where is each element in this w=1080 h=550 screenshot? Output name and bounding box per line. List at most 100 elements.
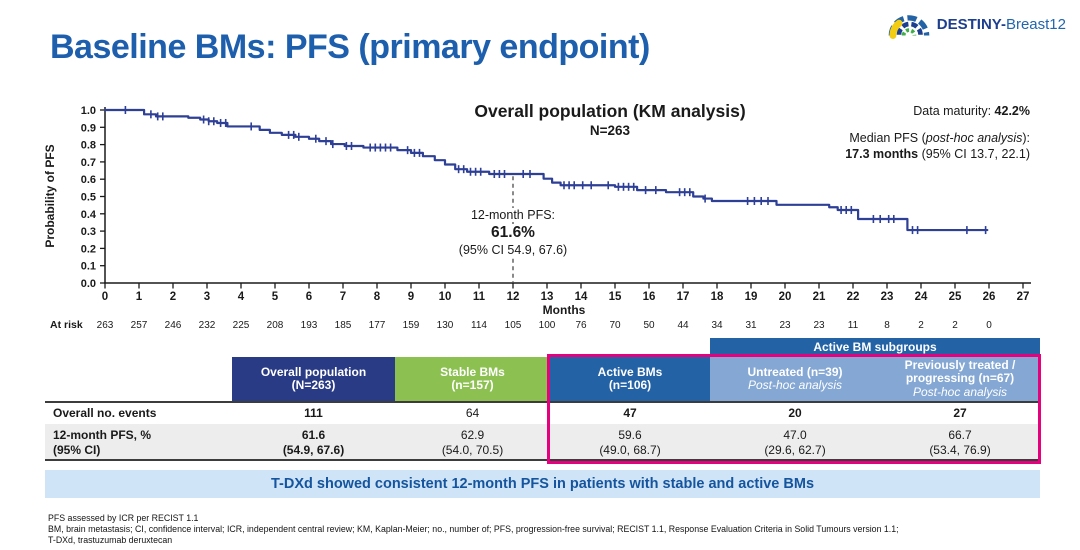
pfs-overall: 61.6 (54.9, 67.6) [232, 424, 395, 461]
footnotes: PFS assessed by ICR per RECIST 1.1 BM, b… [48, 513, 899, 546]
annotation-label: 12-month PFS: [468, 208, 558, 222]
svg-text:10: 10 [439, 291, 452, 303]
svg-text:21: 21 [813, 291, 826, 303]
svg-text:22: 22 [847, 291, 860, 303]
svg-text:208: 208 [267, 320, 284, 331]
svg-text:23: 23 [813, 320, 825, 331]
svg-text:Months: Months [543, 303, 586, 317]
annotation-ci: (95% CI 54.9, 67.6) [456, 243, 570, 257]
svg-text:263: 263 [97, 320, 114, 331]
x-axis: 0 1 2 3 4 5 6 7 8 9 10 11 12 13 14 15 16 17 18 19 20 21 22 23 24… [102, 283, 1030, 317]
km-plot-svg: 0.0 0.1 0.2 0.3 0.4 0.5 0.6 0.7 0.8 0.9 1.0 Probabi… [43, 105, 1031, 331]
col-header-overall: Overall population (N=263) [232, 357, 395, 401]
median-pfs-label: Median PFS (post-hoc analysis): [849, 131, 1030, 145]
svg-text:25: 25 [949, 291, 962, 303]
svg-text:20: 20 [779, 291, 792, 303]
events-active: 47 [550, 401, 710, 424]
svg-text:2: 2 [918, 320, 924, 331]
at-risk-row: At risk 263 257 246 232 225 208 193 185 177 159 130… [50, 319, 992, 331]
svg-text:159: 159 [403, 320, 420, 331]
results-table: Active BM subgroups Overall population (N… [45, 338, 1040, 461]
svg-text:0.1: 0.1 [81, 261, 96, 273]
svg-text:0.2: 0.2 [81, 243, 96, 255]
svg-text:0.6: 0.6 [81, 174, 96, 186]
svg-text:0.3: 0.3 [81, 226, 96, 238]
svg-text:27: 27 [1017, 291, 1030, 303]
pfs-active: 59.6 (49.0, 68.7) [550, 424, 710, 461]
svg-text:100: 100 [539, 320, 556, 331]
svg-text:0: 0 [102, 291, 108, 303]
svg-text:0: 0 [986, 320, 992, 331]
svg-text:5: 5 [272, 291, 279, 303]
events-prev-treated: 27 [880, 401, 1040, 424]
km-stats-block: Data maturity: 42.2% Median PFS (post-ho… [845, 103, 1030, 162]
svg-text:185: 185 [335, 320, 352, 331]
col-header-active-bms: Active BMs (n=106) [550, 357, 710, 401]
y-axis: 0.0 0.1 0.2 0.3 0.4 0.5 0.6 0.7 0.8 0.9 1.0 Probabi… [43, 105, 105, 290]
data-maturity: Data maturity: 42.2% [913, 104, 1030, 118]
row-pfs-label: 12-month PFS, % (95% CI) [45, 424, 232, 461]
pfs-prev-treated: 66.7 (53.4, 76.9) [880, 424, 1040, 461]
col-header-prev-treated: Previously treated / progressing (n=67) Po… [880, 357, 1040, 401]
censor-marks [124, 106, 987, 235]
svg-text:6: 6 [306, 291, 312, 303]
svg-text:44: 44 [677, 320, 689, 331]
svg-text:70: 70 [609, 320, 621, 331]
svg-text:23: 23 [779, 320, 791, 331]
svg-text:0.9: 0.9 [81, 122, 96, 134]
key-message-banner: T-DXd showed consistent 12-month PFS in … [45, 470, 1040, 498]
svg-text:11: 11 [473, 291, 486, 303]
svg-text:31: 31 [745, 320, 757, 331]
svg-text:34: 34 [711, 320, 723, 331]
logo-text-bold: DESTINY- [936, 15, 1006, 33]
km-chart: 0.0 0.1 0.2 0.3 0.4 0.5 0.6 0.7 0.8 0.9 1.0 Probabi… [40, 95, 1050, 340]
svg-text:At risk: At risk [50, 319, 83, 331]
band-spacer [45, 338, 710, 357]
row-events-label: Overall no. events [45, 401, 232, 424]
logo-text-regular: Breast12 [1005, 15, 1066, 33]
events-overall: 111 [232, 401, 395, 424]
svg-text:1: 1 [136, 291, 143, 303]
svg-text:1.0: 1.0 [81, 105, 96, 117]
svg-text:24: 24 [915, 291, 928, 303]
svg-text:0.0: 0.0 [81, 278, 96, 290]
svg-text:76: 76 [575, 320, 587, 331]
svg-text:7: 7 [340, 291, 346, 303]
svg-text:9: 9 [408, 291, 414, 303]
logo-text: DESTINY-Breast12 [937, 16, 1066, 33]
svg-text:26: 26 [983, 291, 996, 303]
annotation-value: 61.6% [489, 224, 537, 241]
km-annotation: 12-month PFS: 61.6% (95% CI 54.9, 67.6) [418, 207, 608, 259]
svg-text:17: 17 [677, 291, 690, 303]
logo: DESTINY-Breast12 [886, 6, 1066, 42]
svg-text:257: 257 [131, 320, 148, 331]
svg-text:8: 8 [884, 320, 890, 331]
svg-text:14: 14 [575, 291, 588, 303]
col-header-untreated: Untreated (n=39) Post-hoc analysis [710, 357, 880, 401]
svg-text:0.4: 0.4 [81, 209, 97, 221]
svg-text:114: 114 [471, 320, 487, 331]
events-stable: 64 [395, 401, 550, 424]
active-bm-subgroups-band: Active BM subgroups [710, 338, 1040, 357]
svg-text:50: 50 [643, 320, 655, 331]
axes [104, 107, 1031, 284]
footnote-line: T-DXd, trastuzumab deruxtecan [48, 535, 173, 545]
svg-text:0.7: 0.7 [81, 157, 96, 169]
svg-text:12: 12 [507, 291, 520, 303]
svg-text:246: 246 [165, 320, 182, 331]
destiny-logo-icon [888, 15, 930, 39]
svg-text:193: 193 [301, 320, 318, 331]
svg-text:15: 15 [609, 291, 622, 303]
svg-text:0.5: 0.5 [81, 192, 96, 204]
svg-text:177: 177 [369, 320, 386, 331]
svg-text:2: 2 [170, 291, 176, 303]
svg-text:18: 18 [711, 291, 724, 303]
svg-text:Probability of PFS: Probability of PFS [43, 144, 57, 247]
svg-text:13: 13 [541, 291, 554, 303]
svg-text:0.8: 0.8 [81, 140, 96, 152]
pfs-untreated: 47.0 (29.6, 62.7) [710, 424, 880, 461]
page-title: Baseline BMs: PFS (primary endpoint) [50, 28, 650, 66]
svg-text:8: 8 [374, 291, 381, 303]
median-pfs-value: 17.3 months (95% CI 13.7, 22.1) [845, 147, 1030, 161]
